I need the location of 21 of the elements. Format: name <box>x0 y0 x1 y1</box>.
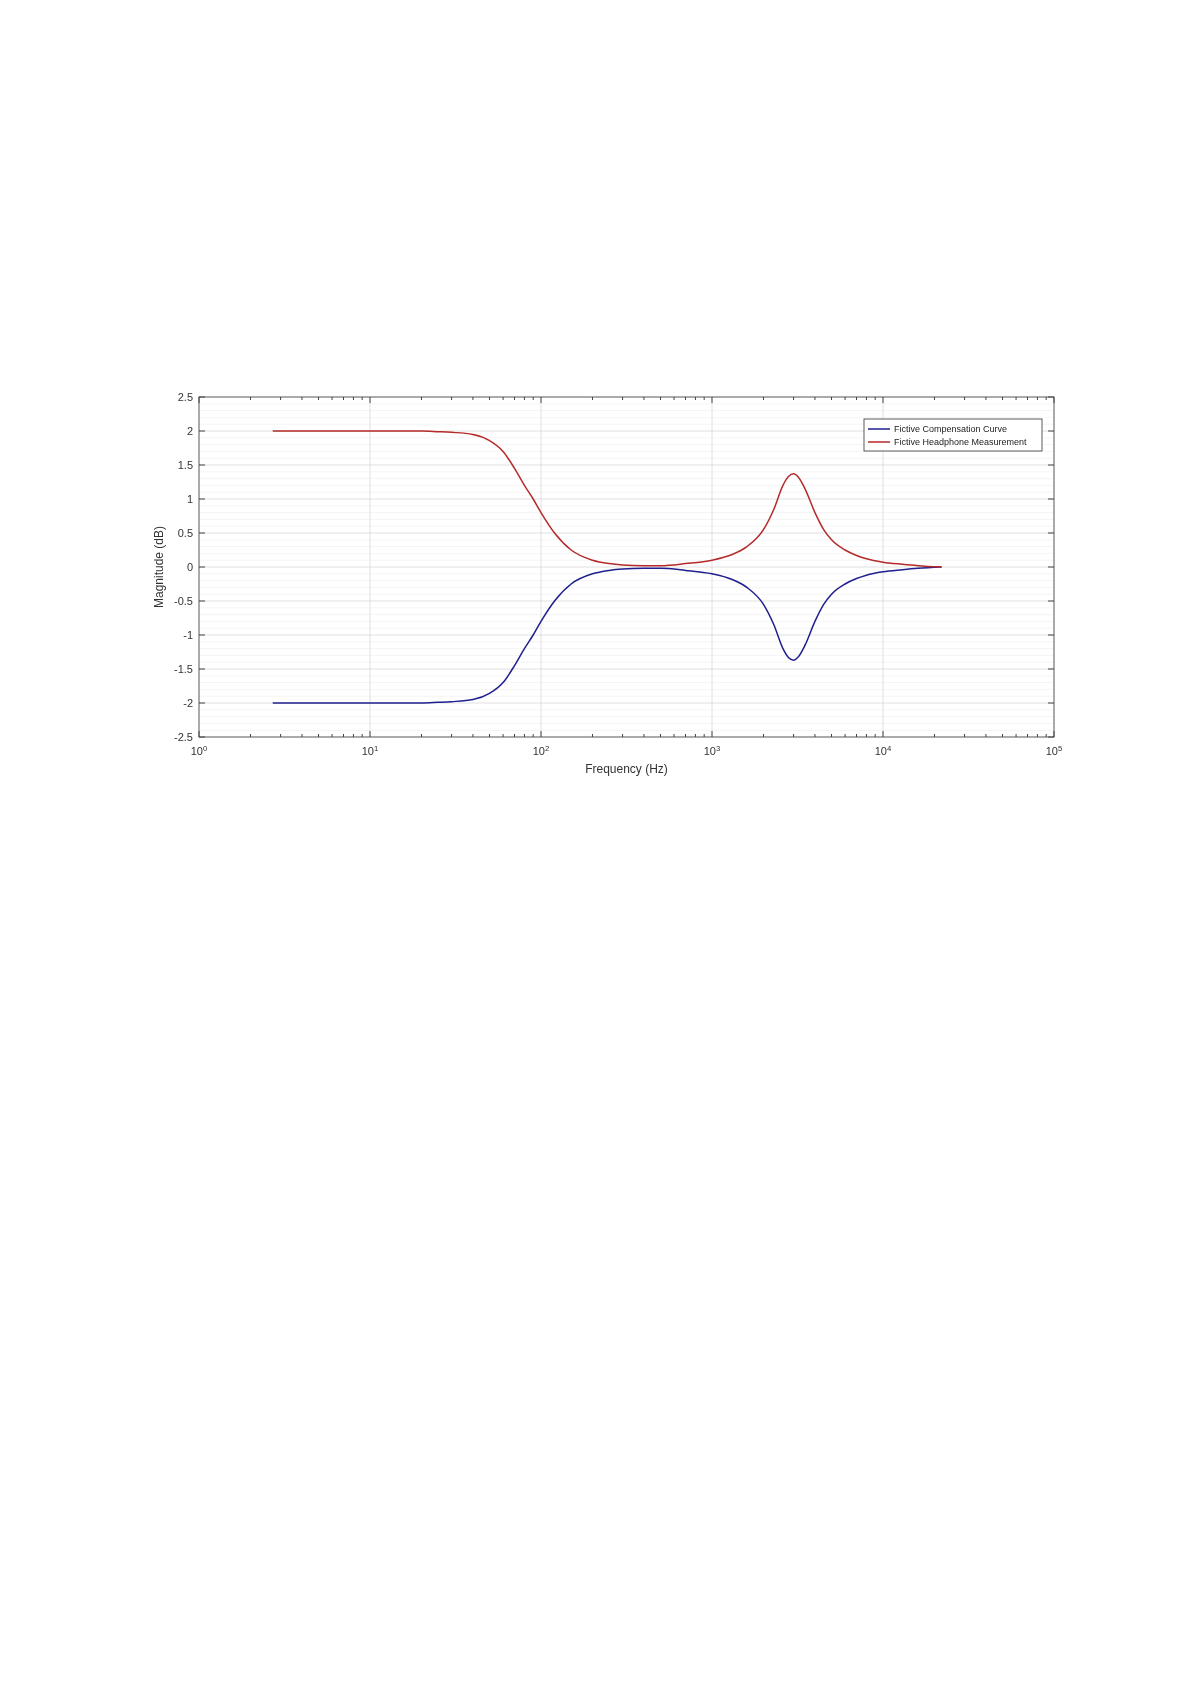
y-tick-label: -0.5 <box>174 594 193 607</box>
y-tick-label: 0 <box>186 560 193 573</box>
y-tick-label: -2 <box>183 696 193 709</box>
y-tick-label: 2.5 <box>177 390 193 403</box>
x-tick-label: 10$^{2}$ <box>532 743 550 757</box>
x-axis-title: Frequency (Hz) <box>585 762 668 776</box>
x-tick-label: 10$^{4}$ <box>874 743 892 757</box>
y-tick-label: -2.5 <box>174 730 193 743</box>
x-tick-label: 10$^{0}$ <box>190 743 208 757</box>
y-tick-label: 2 <box>186 424 193 437</box>
legend-label: Fictive Headphone Measurement <box>894 437 1028 448</box>
y-tick-label: -1.5 <box>174 662 193 675</box>
y-tick-label: -1 <box>183 628 193 641</box>
x-tick-label: 10$^{5}$ <box>1045 743 1063 757</box>
x-tick-label: 10$^{3}$ <box>703 743 721 757</box>
y-tick-label: 1.5 <box>177 458 193 471</box>
y-tick-label: 0.5 <box>177 526 193 539</box>
y-axis-title: Magnitude (dB) <box>152 525 166 609</box>
legend-label: Fictive Compensation Curve <box>894 424 1008 435</box>
x-tick-label: 10$^{1}$ <box>361 743 379 757</box>
y-tick-label: 1 <box>186 492 193 505</box>
